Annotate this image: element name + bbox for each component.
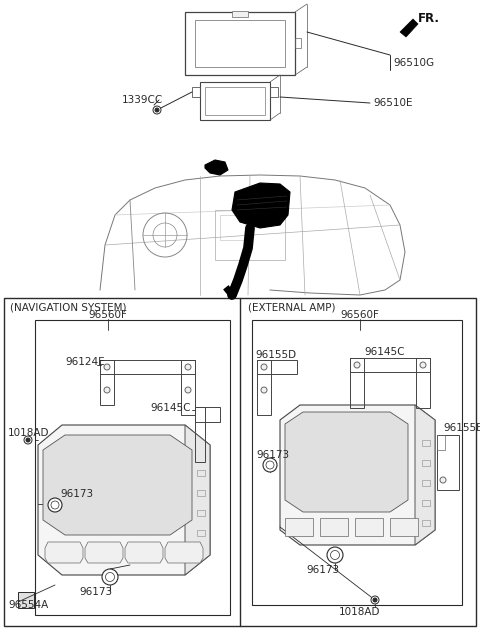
Bar — [35, 320, 230, 615]
Polygon shape — [285, 412, 408, 512]
Text: 96145C: 96145C — [365, 347, 405, 357]
Circle shape — [185, 364, 191, 370]
Bar — [197, 530, 205, 536]
Bar — [197, 510, 205, 516]
Bar — [350, 358, 430, 372]
Circle shape — [51, 501, 59, 509]
Polygon shape — [232, 183, 290, 228]
Circle shape — [102, 569, 118, 585]
Circle shape — [185, 387, 191, 393]
Bar — [192, 87, 200, 97]
Bar — [100, 360, 114, 405]
Bar — [252, 320, 462, 605]
Polygon shape — [85, 542, 123, 563]
Circle shape — [104, 387, 110, 393]
Polygon shape — [125, 542, 163, 563]
Bar — [390, 518, 418, 536]
Text: 96155D: 96155D — [255, 350, 296, 360]
Circle shape — [24, 436, 32, 444]
Polygon shape — [18, 592, 34, 608]
Bar — [197, 490, 205, 496]
Bar — [257, 360, 297, 374]
Circle shape — [373, 598, 377, 602]
Polygon shape — [205, 160, 228, 175]
Text: 96173: 96173 — [256, 450, 289, 460]
Circle shape — [106, 573, 115, 581]
Polygon shape — [43, 435, 192, 535]
Polygon shape — [38, 425, 210, 575]
Bar — [285, 518, 313, 536]
Text: (EXTERNAL AMP): (EXTERNAL AMP) — [248, 303, 336, 313]
Text: 96554A: 96554A — [8, 600, 48, 610]
Text: FR.: FR. — [418, 11, 440, 25]
Circle shape — [261, 364, 267, 370]
Bar — [355, 518, 383, 536]
Text: 96510E: 96510E — [373, 98, 412, 108]
Circle shape — [371, 596, 379, 604]
Text: 1339CC: 1339CC — [122, 95, 163, 105]
Text: 96510G: 96510G — [393, 58, 434, 68]
Bar — [422, 440, 430, 446]
Bar — [220, 215, 250, 240]
Text: 96124E: 96124E — [65, 357, 105, 367]
Text: 96155E: 96155E — [443, 423, 480, 433]
Circle shape — [327, 547, 343, 563]
Text: 1018AD: 1018AD — [8, 428, 49, 438]
Text: (NAVIGATION SYSTEM): (NAVIGATION SYSTEM) — [10, 303, 127, 313]
Bar — [200, 82, 270, 120]
Bar — [422, 520, 430, 526]
Text: 96145C: 96145C — [150, 403, 191, 413]
Bar — [205, 87, 265, 115]
Bar — [4, 298, 476, 626]
Circle shape — [48, 498, 62, 512]
Bar — [422, 500, 430, 506]
Text: 96173: 96173 — [79, 587, 113, 597]
Bar — [422, 480, 430, 486]
Bar — [195, 20, 285, 67]
Bar — [257, 360, 271, 415]
Bar — [295, 38, 301, 48]
Bar — [350, 358, 364, 408]
Polygon shape — [45, 542, 83, 563]
Polygon shape — [415, 405, 435, 545]
Bar — [232, 11, 248, 17]
Bar — [181, 360, 195, 415]
Bar — [195, 407, 205, 462]
Bar — [185, 12, 295, 75]
Text: 96173: 96173 — [60, 489, 93, 499]
Bar — [195, 407, 220, 422]
Circle shape — [440, 477, 446, 483]
Polygon shape — [400, 19, 418, 37]
Text: 1018AD: 1018AD — [339, 607, 381, 617]
Text: 96173: 96173 — [306, 565, 339, 575]
Circle shape — [420, 362, 426, 368]
Circle shape — [354, 362, 360, 368]
Circle shape — [153, 106, 161, 114]
Polygon shape — [280, 405, 435, 545]
Circle shape — [104, 364, 110, 370]
Circle shape — [263, 458, 277, 472]
Bar — [437, 435, 445, 450]
Bar — [416, 358, 430, 408]
Circle shape — [261, 387, 267, 393]
Text: 96560F: 96560F — [341, 310, 379, 320]
Circle shape — [331, 550, 339, 559]
Bar — [270, 87, 278, 97]
Bar — [197, 470, 205, 476]
Circle shape — [266, 461, 274, 469]
Circle shape — [26, 438, 30, 442]
Bar — [422, 460, 430, 466]
Text: 96560F: 96560F — [89, 310, 127, 320]
Polygon shape — [165, 542, 203, 563]
Bar — [320, 518, 348, 536]
Bar — [437, 435, 459, 490]
Bar — [215, 210, 285, 260]
Circle shape — [155, 108, 159, 112]
Polygon shape — [185, 425, 210, 575]
Bar — [100, 360, 195, 374]
